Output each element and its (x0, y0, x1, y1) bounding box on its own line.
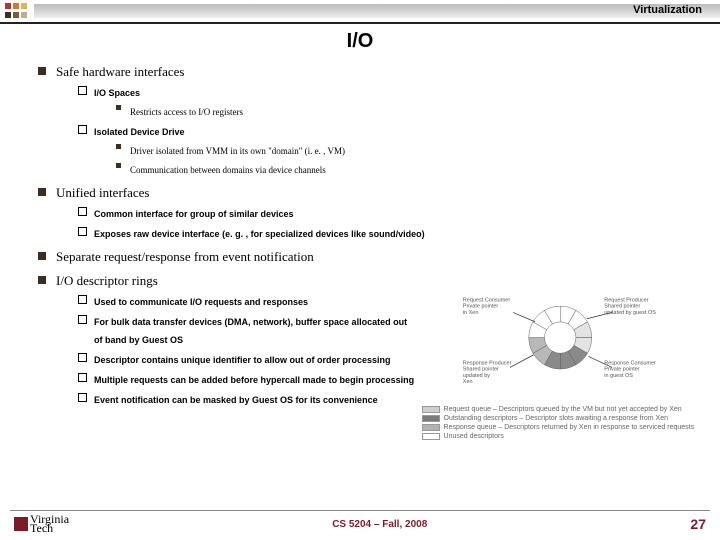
bullet-text: Descriptor contains unique identifier to… (94, 355, 391, 365)
content: Safe hardware interfaces I/O Spaces Rest… (0, 53, 720, 440)
bullet-text: I/O descriptor rings (56, 273, 158, 288)
legend-row: Unused descriptors (422, 433, 698, 440)
bullet-l2: Event notification can be masked by Gues… (78, 390, 416, 408)
bullet-text: Isolated Device Drive (94, 127, 185, 137)
footer-rule (10, 510, 710, 511)
bullet-text: Exposes raw device interface (e. g. , fo… (94, 229, 425, 239)
bullet-list: Safe hardware interfaces I/O Spaces Rest… (38, 63, 698, 440)
bullet-text: Restricts access to I/O registers (130, 107, 243, 117)
bullet-l3: Driver isolated from VMM in its own "dom… (116, 141, 698, 159)
legend-swatch-icon (422, 415, 440, 422)
topbar-squares (4, 2, 32, 20)
ring-diagram: Request ConsumerPrivate pointerin Xen Re… (422, 292, 698, 440)
legend-swatch-icon (422, 406, 440, 413)
logo-bot: Tech (30, 524, 69, 533)
sq-icon (13, 3, 19, 9)
page-title: I/O (0, 30, 720, 53)
topbar-label: Virtualization (633, 4, 702, 16)
bullet-text: Event notification can be masked by Gues… (94, 395, 378, 405)
bullet-l2: Descriptor contains unique identifier to… (78, 350, 416, 368)
vt-logo: Virginia Tech (14, 515, 69, 533)
ring-svg: Request ConsumerPrivate pointerin Xen Re… (422, 292, 698, 402)
bullet-l2: Isolated Device Drive Driver isolated fr… (78, 122, 698, 178)
bullet-text: Separate request/response from event not… (56, 249, 314, 264)
sq-icon (5, 3, 11, 9)
sq-icon (21, 3, 27, 9)
bullet-text: I/O Spaces (94, 88, 140, 98)
sq-icon (21, 12, 27, 18)
footer-center: CS 5204 – Fall, 2008 (332, 519, 427, 530)
legend-row: Request queue – Descriptors queued by th… (422, 406, 698, 413)
legend-text: Outstanding descriptors – Descriptor slo… (444, 415, 669, 422)
svg-text:Response ConsumerPrivate point: Response ConsumerPrivate pointerin guest… (604, 360, 656, 379)
svg-text:Response ProducerShared pointe: Response ProducerShared pointerupdated b… (462, 360, 511, 385)
bullet-text: Used to communicate I/O requests and res… (94, 297, 308, 307)
legend-swatch-icon (422, 433, 440, 440)
sq-icon (5, 12, 11, 18)
bullet-text: Driver isolated from VMM in its own "dom… (130, 146, 345, 156)
bullet-l1: Safe hardware interfaces I/O Spaces Rest… (38, 63, 698, 178)
bullet-text: Unified interfaces (56, 185, 149, 200)
bullet-text: Common interface for group of similar de… (94, 209, 294, 219)
legend-row: Response queue – Descriptors returned by… (422, 424, 698, 431)
bullet-l3: Communication between domains via device… (116, 160, 698, 178)
bullet-text: For bulk data transfer devices (DMA, net… (94, 317, 407, 345)
legend-row: Outstanding descriptors – Descriptor slo… (422, 415, 698, 422)
topbar: Virtualization (0, 0, 720, 22)
bullet-l1: Unified interfaces Common interface for … (38, 184, 698, 242)
sq-icon (13, 12, 19, 18)
legend-text: Unused descriptors (444, 433, 504, 440)
bullet-l2: Common interface for group of similar de… (78, 204, 698, 222)
bullet-l2: Exposes raw device interface (e. g. , fo… (78, 224, 698, 242)
legend-text: Response queue – Descriptors returned by… (444, 424, 695, 431)
legend-swatch-icon (422, 424, 440, 431)
bullet-l2: I/O Spaces Restricts access to I/O regis… (78, 83, 698, 120)
vt-shield-icon (14, 517, 28, 531)
bullet-l1: I/O descriptor rings Used to communicate… (38, 272, 698, 440)
svg-text:Request ProducerShared pointer: Request ProducerShared pointerupdated by… (604, 297, 656, 316)
header-rule (0, 22, 720, 24)
footer: Virginia Tech CS 5204 – Fall, 2008 27 (0, 510, 720, 534)
legend-text: Request queue – Descriptors queued by th… (444, 406, 682, 413)
bullet-text: Communication between domains via device… (130, 165, 326, 175)
page-number: 27 (690, 516, 706, 532)
svg-text:Request ConsumerPrivate pointe: Request ConsumerPrivate pointerin Xen (462, 297, 510, 316)
bullet-l2: For bulk data transfer devices (DMA, net… (78, 312, 416, 348)
bullet-l1: Separate request/response from event not… (38, 248, 698, 266)
slide: Virtualization I/O Safe hardware interfa… (0, 0, 720, 540)
bullet-l3: Restricts access to I/O registers (116, 102, 698, 120)
bullet-l2: Multiple requests can be added before hy… (78, 370, 416, 388)
bullet-l2: Used to communicate I/O requests and res… (78, 292, 416, 310)
bullet-text: Safe hardware interfaces (56, 64, 184, 79)
topbar-strip: Virtualization (34, 4, 720, 18)
bullet-text: Multiple requests can be added before hy… (94, 375, 414, 385)
